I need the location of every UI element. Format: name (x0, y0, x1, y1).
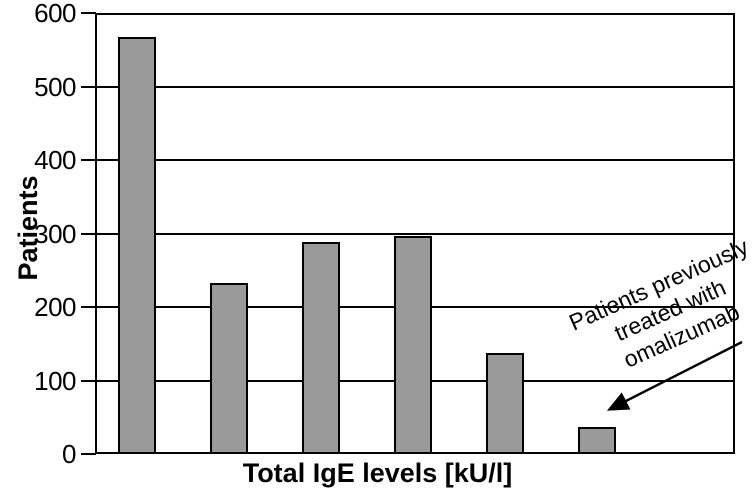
plot-area (95, 13, 735, 454)
bar-1 (118, 36, 156, 452)
y-tick-mark (81, 233, 96, 235)
y-tick-label: 400 (34, 145, 76, 175)
x-axis-title: Total IgE levels [kU/l] (242, 458, 513, 488)
gridline-300 (97, 233, 733, 235)
y-tick-mark (81, 86, 96, 88)
bar-4 (394, 235, 432, 452)
y-tick-label: 200 (34, 292, 76, 322)
bar-2 (210, 283, 248, 452)
bar-5 (486, 352, 524, 452)
y-tick-mark (81, 159, 96, 161)
y-tick-label: 300 (34, 219, 76, 249)
bar-6 (578, 426, 616, 452)
y-tick-label: 500 (34, 72, 76, 102)
y-tick-label: 100 (34, 366, 76, 396)
gridline-400 (97, 159, 733, 161)
y-tick-mark (81, 306, 96, 308)
gridline-500 (97, 86, 733, 88)
y-tick-label: 600 (34, 0, 76, 28)
bar-3 (302, 241, 340, 452)
y-tick-mark (81, 380, 96, 382)
y-tick-mark (81, 453, 96, 455)
y-tick-label: 0 (62, 439, 76, 469)
y-tick-mark (81, 12, 96, 14)
